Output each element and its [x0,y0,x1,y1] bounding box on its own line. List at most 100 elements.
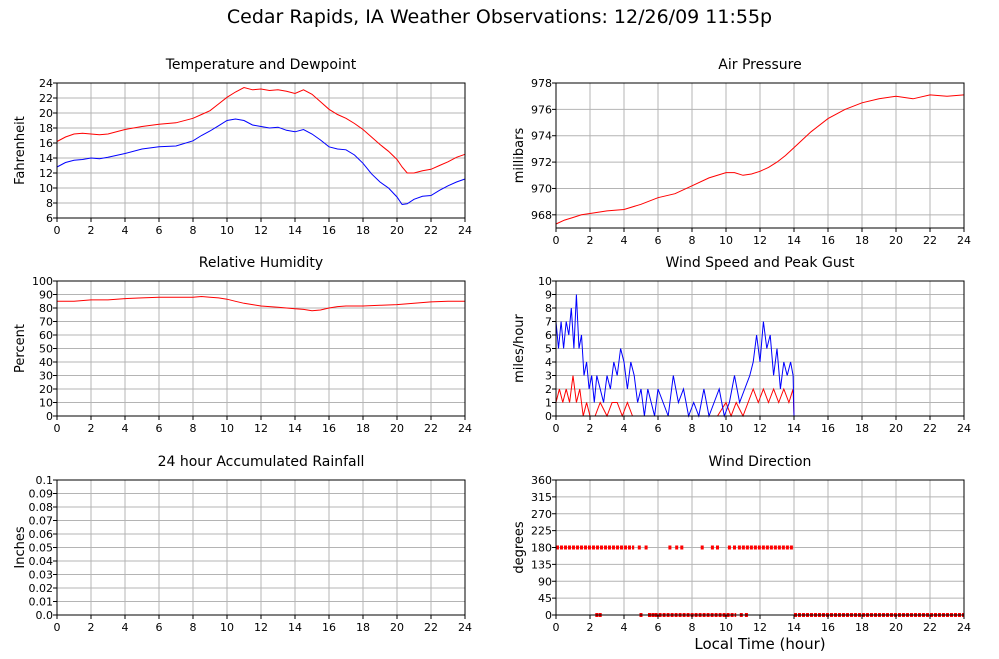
y-tick-label: 14 [39,152,53,165]
chart-direction: 0 2 4 6 8 10 12 14 16 18 20 22 240459013518022527031… [512,454,971,653]
x-tick-label: 16 [821,234,835,247]
x-tick-label: 14 [787,621,801,634]
direction-point [668,545,672,550]
chart-title: Air Pressure [718,57,801,73]
series-line-blue [555,294,964,418]
y-tick-label: 0.02 [29,582,54,595]
x-tick-label: 10 [220,224,234,237]
direction-point [710,545,714,550]
y-tick-label: 0.0 [36,609,54,622]
x-tick-label: 4 [621,621,628,634]
y-tick-label: 0 [545,609,552,622]
y-tick-label: 0 [46,410,53,423]
x-tick-label: 6 [655,621,662,634]
x-tick-label: 10 [719,621,733,634]
x-tick-label: 2 [88,422,95,435]
x-tick-label: 24 [458,422,472,435]
x-tick-label: 2 [88,224,95,237]
y-tick-label: 0.05 [29,542,54,555]
x-tick-label: 4 [122,224,129,237]
x-tick-label: 6 [156,422,163,435]
x-tick-label: 4 [122,621,129,634]
series-line-red [56,86,466,174]
y-tick-label: 0.01 [29,596,54,609]
x-tick-label: 12 [753,422,767,435]
x-tick-label: 8 [689,234,696,247]
y-tick-label: 70 [39,316,53,329]
x-tick-label: 2 [88,621,95,634]
page-title: Cedar Rapids, IA Weather Observations: 1… [226,6,773,28]
y-tick-label: 0.04 [29,555,54,568]
x-tick-label: 0 [553,422,560,435]
y-tick-label: 24 [39,77,53,90]
y-tick-label: 978 [531,77,552,90]
y-tick-label: 1 [545,397,552,410]
y-tick-label: 270 [531,508,552,521]
chart-pressure: 0 2 4 6 8 10 12 14 16 18 20 22 24968970972974976978A… [512,57,971,247]
y-tick-label: 18 [39,122,53,135]
y-tick-label: 8 [545,302,552,315]
chart-temp: 0 2 4 6 8 10 12 14 16 18 20 22 24681012141618202224T… [13,57,472,237]
x-tick-label: 14 [288,224,302,237]
y-tick-label: 4 [545,356,552,369]
x-tick-label: 4 [122,422,129,435]
y-tick-label: 0.03 [29,569,54,582]
x-tick-label: 22 [923,234,937,247]
chart-title: Wind Direction [709,454,812,470]
y-tick-label: 20 [39,383,53,396]
x-tick-label: 20 [889,422,903,435]
chart-humidity: 0 2 4 6 8 10 12 14 16 18 20 22 240102030405060708090… [13,255,472,435]
y-tick-label: 0.08 [29,501,54,514]
x-tick-label: 6 [655,234,662,247]
y-tick-label: 360 [531,474,552,487]
x-tick-label: 0 [54,422,61,435]
y-tick-label: 2 [545,383,552,396]
x-tick-label: 24 [458,621,472,634]
chart-title: Relative Humidity [199,255,323,271]
x-tick-label: 24 [957,422,971,435]
x-tick-label: 18 [855,422,869,435]
y-tick-label: 135 [531,558,552,571]
series-line-red [555,94,965,225]
y-tick-label: 5 [545,343,552,356]
y-tick-label: 50 [39,343,53,356]
y-tick-label: 6 [545,329,552,342]
x-tick-label: 8 [190,422,197,435]
chart-title: Wind Speed and Peak Gust [666,255,855,271]
x-tick-label: 14 [787,234,801,247]
series-line-red [57,295,465,312]
direction-point [644,545,648,550]
direction-point [700,545,704,550]
x-tick-label: 22 [424,422,438,435]
y-tick-label: 30 [39,370,53,383]
x-tick-label: 12 [254,224,268,237]
y-tick-label: 12 [39,167,53,180]
series-line-blue [56,118,466,206]
y-tick-label: 20 [39,107,53,120]
direction-point [733,545,736,550]
x-tick-label: 2 [587,234,594,247]
y-tick-label: 3 [545,370,552,383]
x-tick-label: 0 [553,234,560,247]
y-tick-label: 0.07 [29,515,54,528]
direction-point [716,545,719,550]
x-axis-label: Local Time (hour) [694,635,825,653]
y-tick-label: 100 [32,275,53,288]
x-tick-label: 12 [753,621,767,634]
direction-point [680,545,684,550]
y-tick-label: 0.06 [29,528,54,541]
x-tick-label: 22 [424,621,438,634]
chart-rain: 0 2 4 6 8 10 12 14 16 18 20 22 240.00.010.020.030.04… [13,454,472,634]
y-tick-label: 40 [39,356,53,369]
x-tick-label: 6 [156,224,163,237]
y-tick-label: 10 [538,275,552,288]
x-tick-label: 22 [923,422,937,435]
x-tick-label: 0 [553,621,560,634]
y-tick-label: 968 [531,209,552,222]
y-tick-label: 10 [39,397,53,410]
y-tick-label: 45 [538,592,552,605]
x-tick-label: 10 [220,422,234,435]
y-tick-label: 972 [531,156,552,169]
y-tick-label: 9 [545,289,552,302]
